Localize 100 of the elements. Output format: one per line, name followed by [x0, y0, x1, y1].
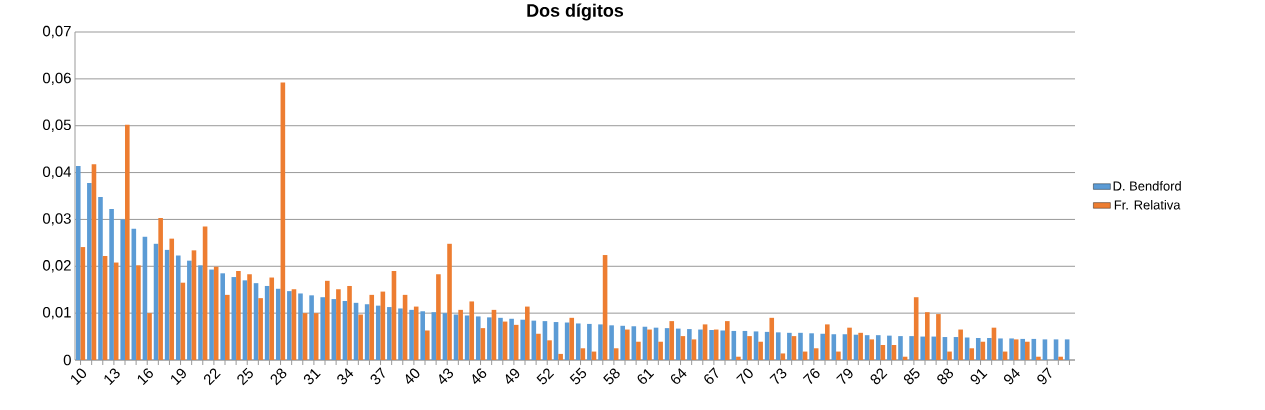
- bar: [725, 321, 730, 360]
- bar: [925, 312, 930, 360]
- x-tick-label: 49: [505, 368, 520, 384]
- bar: [636, 341, 641, 360]
- bar: [698, 329, 703, 360]
- bar: [475, 316, 481, 360]
- bar: [720, 330, 725, 360]
- bar: [447, 243, 452, 360]
- bar: [620, 325, 625, 360]
- bar: [125, 124, 130, 360]
- x-tick-label: 34: [337, 368, 354, 385]
- bar: [1025, 341, 1030, 360]
- bar: [487, 317, 492, 360]
- bar: [509, 318, 514, 360]
- bar: [275, 288, 281, 360]
- bar: [336, 289, 341, 360]
- legend-label: Fr. Relativa: [1114, 199, 1181, 210]
- bar: [198, 265, 203, 360]
- bar: [1009, 338, 1014, 360]
- bar: [875, 335, 881, 360]
- bar: [436, 274, 441, 360]
- bar: [236, 270, 241, 360]
- legend-label: D. Bendford: [1113, 181, 1181, 191]
- x-tick-label: 13: [104, 368, 120, 386]
- bar: [1036, 356, 1041, 360]
- bar: [369, 294, 375, 360]
- bar: [975, 337, 981, 360]
- bar: [1020, 338, 1025, 360]
- bar: [398, 308, 403, 360]
- x-tick-label: 79: [836, 368, 853, 384]
- bar: [309, 295, 314, 360]
- bar: [869, 339, 875, 360]
- bar: [847, 327, 852, 360]
- bar: [920, 336, 925, 360]
- bar: [736, 356, 741, 360]
- bar: [387, 307, 392, 360]
- x-tick-label: 73: [769, 368, 787, 384]
- bar: [109, 209, 114, 360]
- x-tick-label: 28: [270, 368, 287, 386]
- bar: [769, 317, 775, 360]
- bar: [836, 351, 841, 360]
- bar: [780, 353, 786, 360]
- bar: [269, 277, 275, 360]
- bar: [936, 314, 941, 360]
- bar: [669, 321, 675, 360]
- y-tick-label: 0,07: [42, 25, 71, 39]
- x-tick-label: 91: [970, 369, 988, 385]
- bar: [525, 306, 530, 360]
- bar: [858, 332, 863, 360]
- bar: [647, 329, 652, 360]
- x-tick-label: 88: [937, 368, 954, 385]
- bar: [798, 332, 803, 360]
- bar: [747, 336, 752, 360]
- bar: [98, 196, 103, 360]
- bar: [658, 341, 663, 360]
- bar: [420, 311, 425, 360]
- bar: [458, 309, 463, 360]
- x-tick-label: 52: [536, 368, 555, 385]
- x-tick-label: 19: [171, 368, 186, 386]
- bar: [158, 218, 163, 360]
- bar: [787, 332, 792, 360]
- bar: [209, 269, 214, 360]
- x-tick-label: 97: [1037, 367, 1052, 385]
- x-tick-label: 31: [303, 369, 321, 385]
- bar: [558, 353, 563, 360]
- bar: [587, 323, 592, 360]
- bar: [225, 294, 230, 360]
- x-tick-label: 67: [704, 367, 719, 384]
- x-tick-label: 61: [637, 369, 655, 384]
- bar: [775, 332, 781, 360]
- bar: [425, 330, 430, 360]
- bar: [120, 219, 125, 360]
- x-tick-label: 43: [439, 368, 454, 384]
- bar: [325, 280, 330, 360]
- bar: [625, 329, 630, 360]
- bar: [820, 333, 825, 360]
- y-tick-label: 0,04: [42, 166, 72, 179]
- bar: [498, 317, 503, 360]
- bar: [75, 166, 81, 360]
- bar: [136, 265, 141, 360]
- bar: [87, 182, 92, 360]
- x-tick-label: 40: [405, 368, 420, 384]
- bar: [909, 336, 914, 360]
- bar: [687, 329, 692, 360]
- x-tick-label: 76: [802, 368, 820, 384]
- bar: [898, 336, 903, 360]
- y-tick-label: 0: [63, 354, 71, 366]
- bar: [969, 348, 975, 360]
- bar: [598, 324, 603, 360]
- bar: [298, 293, 303, 360]
- bar: [609, 325, 614, 360]
- x-tick-label: 22: [203, 368, 221, 386]
- bar: [998, 338, 1003, 360]
- bar: [958, 329, 963, 360]
- bar: [536, 333, 541, 360]
- x-tick-label: 94: [1003, 368, 1020, 385]
- bar: [287, 291, 292, 360]
- bar: [258, 298, 263, 360]
- bar: [887, 335, 892, 360]
- bar: [147, 313, 152, 360]
